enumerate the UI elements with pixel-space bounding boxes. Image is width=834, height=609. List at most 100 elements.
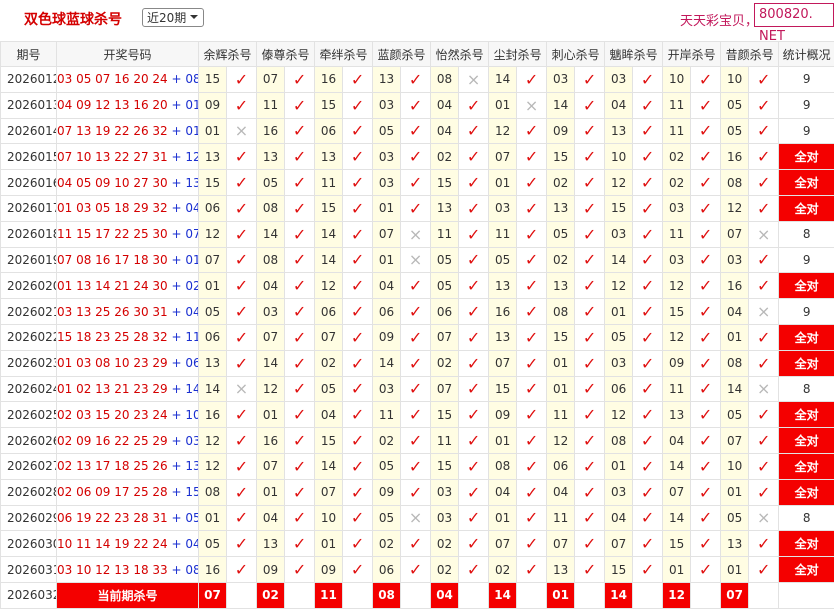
kill-result: ✓ [401, 92, 431, 118]
site-link[interactable]: 800820. NET [754, 3, 834, 27]
blue-ball: 01 [185, 124, 198, 138]
kill-result: ✓ [691, 299, 721, 325]
kill-number: 05 [373, 505, 401, 531]
current-kill: 04 [431, 582, 459, 608]
kill-number: 15 [315, 92, 343, 118]
kill-number: 14 [373, 350, 401, 376]
kill-number: 03 [721, 247, 749, 273]
kill-result: × [749, 376, 779, 402]
kill-number: 07 [721, 221, 749, 247]
plus: + [172, 563, 182, 577]
kill-number: 16 [199, 402, 227, 428]
column-header: 蓝颜杀号 [373, 42, 431, 67]
kill-number: 13 [489, 273, 517, 299]
kill-result: ✓ [227, 273, 257, 299]
kill-number: 15 [315, 195, 343, 221]
kill-number: 13 [257, 144, 285, 170]
kill-number: 02 [373, 531, 401, 557]
blue-ball: 02 [185, 279, 198, 293]
kill-number: 02 [315, 350, 343, 376]
kill-number: 12 [489, 118, 517, 144]
red-balls: 04 09 12 13 16 20 [57, 98, 168, 112]
kill-number: 09 [257, 557, 285, 583]
kill-number: 11 [431, 428, 459, 454]
kill-number: 13 [489, 324, 517, 350]
kill-result: ✓ [575, 299, 605, 325]
kill-number: 09 [373, 479, 401, 505]
kill-number: 01 [721, 324, 749, 350]
kill-result: ✓ [691, 118, 721, 144]
kill-number: 15 [605, 557, 633, 583]
kill-result: ✓ [633, 299, 663, 325]
column-header: 统计概况 [779, 42, 834, 67]
kill-result: ✓ [517, 170, 547, 196]
red-balls: 04 05 09 10 27 30 [57, 176, 168, 190]
kill-result: ✓ [575, 273, 605, 299]
stat: 全对 [779, 531, 834, 557]
kill-number: 15 [547, 324, 575, 350]
kill-number: 07 [199, 247, 227, 273]
column-header: 尘封杀号 [489, 42, 547, 67]
current-kill: 14 [489, 582, 517, 608]
kill-result: ✓ [227, 428, 257, 454]
kill-result: × [401, 221, 431, 247]
kill-result: ✓ [285, 531, 315, 557]
kill-number: 07 [431, 376, 459, 402]
kill-number: 07 [315, 479, 343, 505]
kill-number: 02 [431, 144, 459, 170]
kill-number: 08 [605, 428, 633, 454]
slogan: 天天彩宝贝， [680, 10, 758, 29]
kill-number: 04 [257, 273, 285, 299]
kill-result: ✓ [343, 299, 373, 325]
current-kill: 12 [663, 582, 691, 608]
plus: + [172, 408, 182, 422]
kill-number: 06 [431, 299, 459, 325]
kill-result: ✓ [575, 118, 605, 144]
kill-result: ✓ [343, 195, 373, 221]
plus: + [172, 537, 182, 551]
kill-number: 02 [663, 144, 691, 170]
kill-number: 14 [315, 221, 343, 247]
period-select[interactable]: 近20期 [142, 8, 204, 27]
kill-result: ✓ [401, 402, 431, 428]
kill-number: 02 [373, 428, 401, 454]
plus: + [172, 227, 182, 241]
kill-result: ✓ [633, 221, 663, 247]
kill-result: ✓ [459, 92, 489, 118]
kill-result: ✓ [343, 273, 373, 299]
kill-number: 03 [605, 350, 633, 376]
kill-result: ✓ [633, 67, 663, 93]
kill-number: 06 [547, 453, 575, 479]
kill-result: ✓ [459, 428, 489, 454]
kill-result: ✓ [691, 376, 721, 402]
red-balls: 02 06 09 17 25 28 [57, 485, 168, 499]
red-balls: 07 08 16 17 18 30 [57, 253, 168, 267]
kill-result: ✓ [575, 479, 605, 505]
issue: 2026016 [1, 170, 57, 196]
kill-number: 14 [199, 376, 227, 402]
kill-result: ✓ [633, 376, 663, 402]
kill-number: 03 [373, 144, 401, 170]
kill-result: ✓ [517, 273, 547, 299]
kill-result: ✓ [749, 92, 779, 118]
kill-number: 14 [605, 247, 633, 273]
kill-result: ✓ [517, 428, 547, 454]
kill-number: 04 [431, 92, 459, 118]
draw-numbers: 02 13 17 18 25 26 + 13 [57, 453, 199, 479]
kill-number: 13 [721, 531, 749, 557]
kill-result: ✓ [285, 144, 315, 170]
empty-cell [517, 582, 547, 608]
kill-number: 05 [605, 324, 633, 350]
blue-ball: 05 [185, 511, 198, 525]
kill-result: ✓ [227, 350, 257, 376]
kill-number: 03 [605, 479, 633, 505]
kill-number: 14 [315, 453, 343, 479]
issue: 2026026 [1, 428, 57, 454]
kill-number: 06 [199, 324, 227, 350]
kill-result: ✓ [517, 531, 547, 557]
kill-number: 07 [431, 324, 459, 350]
